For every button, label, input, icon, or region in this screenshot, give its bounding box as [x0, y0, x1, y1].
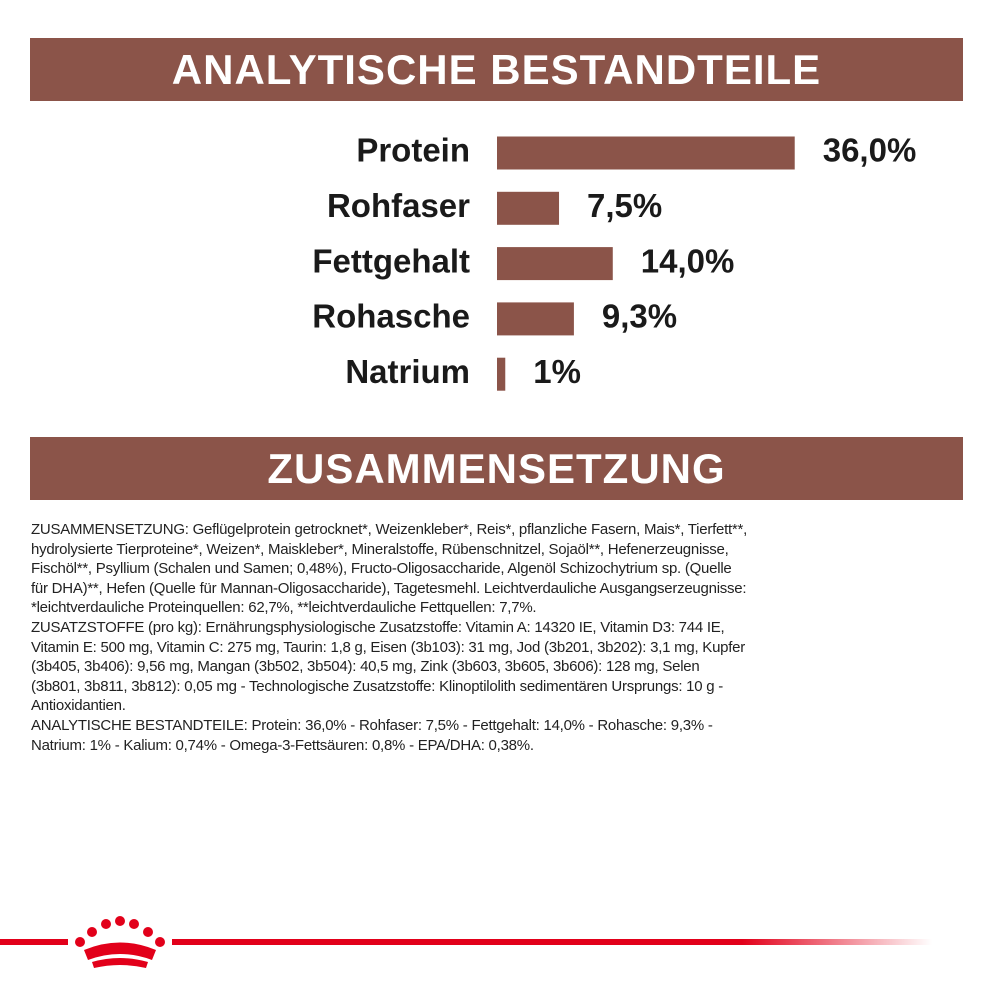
value-label: 7,5%	[587, 187, 662, 224]
text-line: Vitamin E: 500 mg, Vitamin C: 275 mg, Ta…	[31, 638, 746, 656]
value-label: 14,0%	[641, 242, 735, 279]
section-title: ANALYTISCHE BESTANDTEILE	[30, 38, 963, 101]
chart: Protein 36,0% Rohfaser 7,5% Fettgehalt 14,0% R…	[312, 132, 917, 391]
text-line: (3b801, 3b811, 3b812): 0,05 mg - Technol…	[31, 677, 724, 695]
category-label: Rohfaser	[327, 187, 470, 224]
logo	[0, 916, 932, 968]
bar	[497, 136, 795, 170]
composition-text: ZUSAMMENSETZUNG: Geflügelprotein getrock…	[31, 520, 991, 755]
category-label: Rohasche	[312, 298, 470, 335]
text-line: ZUSAMMENSETZUNG: Geflügelprotein getrock…	[31, 521, 747, 538]
value-label: 9,3%	[602, 298, 677, 335]
text-line: ZUSATZSTOFFE (pro kg): Ernährungsphysiol…	[31, 618, 725, 636]
bar	[497, 357, 506, 391]
bar	[497, 302, 574, 336]
text-line: Antioxidantien.	[31, 697, 126, 715]
bar	[497, 191, 560, 225]
value-label: 1%	[533, 353, 581, 390]
text-line: Natrium: 1% - Kalium: 0,74% - Omega-3-Fe…	[31, 736, 534, 754]
text-line: ANALYTISCHE BESTANDTEILE: Protein: 36,0%…	[31, 716, 713, 734]
bar	[497, 247, 613, 281]
text-line: Fischöl**, Psyllium (Schalen und Samen; …	[31, 560, 732, 578]
text-line: *leichtverdauliche Proteinquellen: 62,7%…	[31, 599, 537, 617]
section-title: ZUSAMMENSETZUNG	[30, 437, 963, 500]
brand-line	[0, 939, 68, 945]
crown	[75, 916, 165, 968]
category-label: Protein	[356, 132, 470, 169]
text-line: für DHA)**, Hefen (Quelle für Mannan-Oli…	[31, 579, 747, 597]
category-label: Fettgehalt	[312, 242, 470, 279]
text-line: (3b405, 3b406): 9,56 mg, Mangan (3b502, …	[31, 658, 700, 676]
brand-line	[172, 939, 932, 945]
category-label: Natrium	[345, 353, 470, 390]
value-label: 36,0%	[823, 132, 917, 169]
text-line: hydrolysierte Tierproteine*, Weizen*, Ma…	[31, 540, 729, 558]
